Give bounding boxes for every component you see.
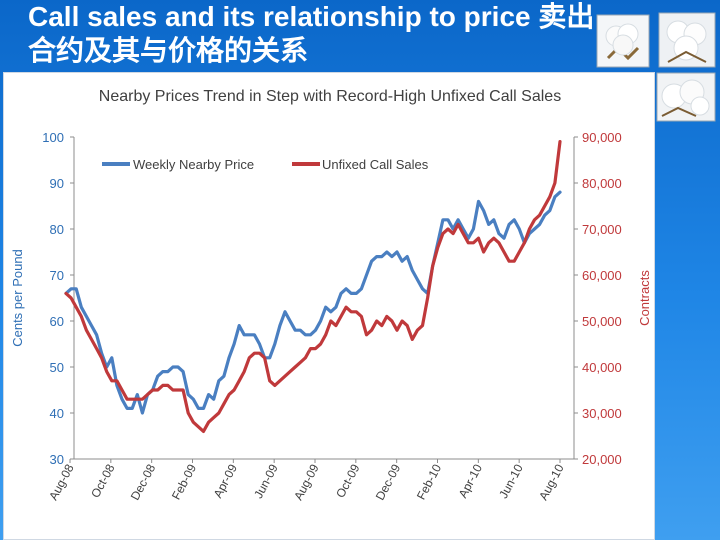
right-tick-label: 90,000 <box>582 130 622 145</box>
series-line-weekly-nearby-price <box>64 190 562 415</box>
left-tick-label: 60 <box>50 314 64 329</box>
left-tick-label: 100 <box>42 130 64 145</box>
legend-label-call-sales: Unfixed Call Sales <box>322 157 429 172</box>
left-tick-label: 80 <box>50 222 64 237</box>
price-vs-call-sales-chart: Nearby Prices Trend in Step with Record-… <box>10 88 652 503</box>
left-tick-label: 90 <box>50 176 64 191</box>
x-tick-label: Dec-08 <box>128 462 159 503</box>
x-tick-label: Aug-08 <box>46 462 77 503</box>
left-tick-label: 30 <box>50 452 64 467</box>
right-tick-label: 20,000 <box>582 452 622 467</box>
legend-label-nearby-price: Weekly Nearby Price <box>133 157 254 172</box>
right-tick-label: 30,000 <box>582 406 622 421</box>
left-tick-label: 40 <box>50 406 64 421</box>
x-tick-label: Feb-10 <box>414 462 444 502</box>
right-tick-label: 60,000 <box>582 268 622 283</box>
x-tick-label: Oct-09 <box>333 462 362 501</box>
x-tick-label: Apr-09 <box>211 462 240 501</box>
left-tick-label: 70 <box>50 268 64 283</box>
x-tick-label: Apr-10 <box>456 462 485 501</box>
x-tick-label: Jun-09 <box>251 462 281 501</box>
x-tick-label: Aug-09 <box>291 462 322 503</box>
cotton-boll-icon <box>656 72 716 122</box>
cotton-boll-icon <box>658 12 716 68</box>
series-line-unfixed-call-sales <box>64 139 562 433</box>
x-tick-label: Feb-09 <box>169 462 199 502</box>
right-tick-label: 50,000 <box>582 314 622 329</box>
right-tick-label: 80,000 <box>582 176 622 191</box>
right-tick-label: 70,000 <box>582 222 622 237</box>
left-axis-label: Cents per Pound <box>10 249 25 347</box>
chart-panel: Nearby Prices Trend in Step with Record-… <box>3 72 655 540</box>
right-tick-label: 40,000 <box>582 360 622 375</box>
cotton-boll-icon <box>596 14 650 68</box>
x-tick-label: Dec-09 <box>373 462 404 503</box>
x-tick-label: Jun-10 <box>496 462 526 501</box>
chart-title: Nearby Prices Trend in Step with Record-… <box>99 88 561 105</box>
x-tick-label: Aug-10 <box>536 462 567 503</box>
left-tick-label: 50 <box>50 360 64 375</box>
x-tick-label: Oct-08 <box>88 462 117 501</box>
right-axis-label: Contracts <box>637 270 652 326</box>
slide-title: Call sales and its relationship to price… <box>28 1 595 66</box>
legend: Weekly Nearby Price Unfixed Call Sales <box>102 157 429 172</box>
